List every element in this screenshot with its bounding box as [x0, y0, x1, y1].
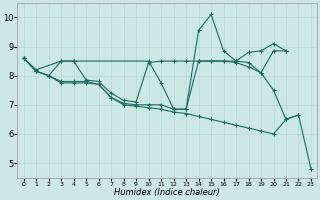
X-axis label: Humidex (Indice chaleur): Humidex (Indice chaleur): [115, 188, 220, 197]
